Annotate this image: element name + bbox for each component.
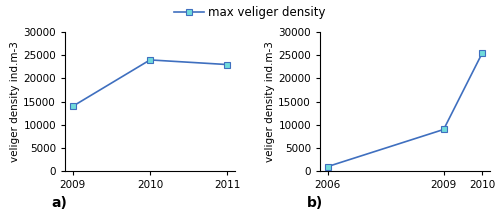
Y-axis label: veliger density ind.m-3: veliger density ind.m-3	[266, 41, 276, 162]
Text: b): b)	[306, 196, 322, 210]
Legend: max veliger density: max veliger density	[174, 6, 326, 19]
Text: a): a)	[52, 196, 68, 210]
Y-axis label: veliger density ind.m-3: veliger density ind.m-3	[10, 41, 20, 162]
